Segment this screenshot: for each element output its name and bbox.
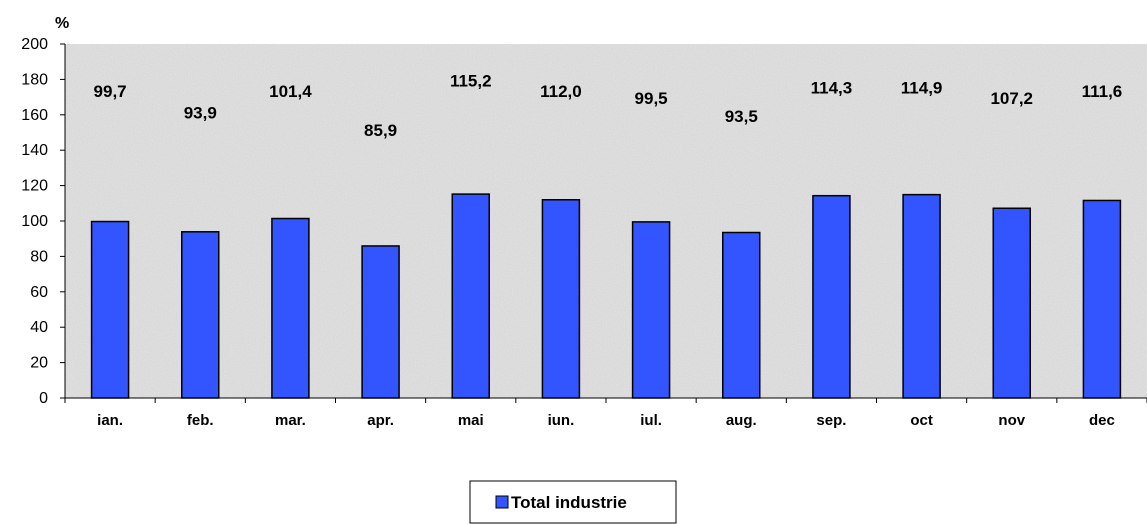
data-label: 99,7	[94, 82, 127, 101]
y-tick-label: 40	[30, 319, 48, 336]
data-label: 111,6	[1082, 82, 1123, 101]
legend-swatch	[495, 495, 509, 509]
y-tick-label: 180	[21, 71, 48, 88]
x-tick-label: mai	[458, 412, 484, 429]
bar-iun	[541, 199, 581, 399]
plot-area-background	[65, 44, 1147, 398]
bar-feb	[181, 231, 220, 399]
data-label: 107,2	[990, 89, 1033, 108]
y-tick-label: 60	[30, 284, 48, 301]
x-tick-label: feb.	[187, 412, 214, 429]
data-label: 85,9	[364, 121, 397, 140]
bar-apr	[361, 245, 400, 399]
y-tick-label: 140	[21, 142, 48, 159]
bar-mar	[271, 217, 310, 399]
bar-ian	[90, 220, 130, 399]
x-tick-label: apr.	[367, 412, 394, 429]
x-tick-label: dec	[1089, 412, 1115, 429]
plot-area-texture	[65, 44, 1147, 398]
bar-dec	[1082, 199, 1122, 399]
x-tick-label: iun.	[548, 412, 575, 429]
data-label: 101,4	[269, 82, 312, 101]
x-tick-label: ian.	[97, 412, 123, 429]
y-tick-label: 0	[39, 390, 48, 407]
y-tick-label: 120	[21, 178, 48, 195]
data-label: 93,9	[184, 103, 217, 122]
x-tick-label: nov	[998, 412, 1025, 429]
data-label: 93,5	[725, 107, 758, 126]
x-tick-label: oct	[910, 412, 933, 429]
y-tick-label: 80	[30, 248, 48, 265]
x-tick-label: sep.	[816, 412, 846, 429]
bar-oct	[902, 193, 941, 399]
bar-nov	[992, 207, 1031, 399]
y-tick-label: 200	[21, 36, 48, 53]
bar-aug	[722, 231, 761, 399]
y-tick-label: 160	[21, 107, 48, 124]
data-label: 115,2	[450, 71, 492, 90]
legend: Total industrie	[469, 480, 677, 524]
data-label: 114,3	[811, 79, 853, 98]
data-label: 112,0	[540, 82, 582, 101]
y-tick-label: 100	[21, 213, 48, 230]
y-axis-unit-label: %	[55, 15, 69, 32]
data-labels: 99,7 93,9 101,4 85,9 115,2 112,0 99,5 93,5 114,3…	[94, 71, 1123, 140]
x-tick-label: iul.	[640, 412, 662, 429]
data-label: 114,9	[901, 79, 943, 98]
x-tick-label: mar.	[275, 412, 306, 429]
bar-mai	[451, 193, 490, 399]
bar-sep	[812, 194, 851, 399]
x-tick-label: aug.	[726, 412, 757, 429]
data-label: 99,5	[635, 89, 668, 108]
legend-label: Total industrie	[511, 493, 627, 512]
bar-iul	[631, 221, 671, 399]
bar-series	[90, 193, 1122, 399]
axes: 0 20 40 60 80 100 120 140 160 180 200 ian. feb. mar. a…	[21, 36, 1147, 429]
y-tick-label: 20	[30, 355, 48, 372]
